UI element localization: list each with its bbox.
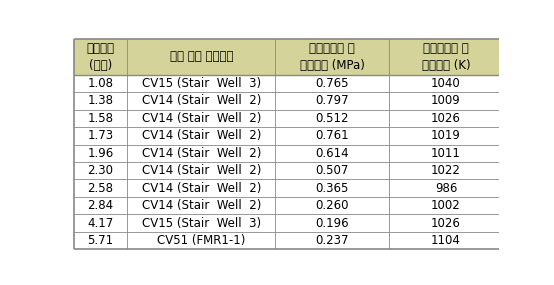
Text: 2.84: 2.84 — [88, 199, 114, 212]
Text: CV15 (Stair  Well  3): CV15 (Stair Well 3) — [142, 217, 261, 230]
Bar — [74, 127, 127, 144]
Bar — [275, 232, 389, 249]
Bar — [275, 127, 389, 144]
Text: 0.765: 0.765 — [315, 77, 349, 90]
Bar — [275, 110, 389, 127]
Bar — [389, 92, 503, 110]
Text: 1019: 1019 — [431, 129, 461, 142]
Text: 1104: 1104 — [431, 234, 461, 247]
Text: 0.196: 0.196 — [315, 217, 349, 230]
Text: CV14 (Stair  Well  2): CV14 (Stair Well 2) — [142, 164, 261, 177]
Bar — [127, 92, 275, 110]
Text: 0.237: 0.237 — [315, 234, 349, 247]
Text: 5.71: 5.71 — [88, 234, 114, 247]
Bar — [389, 197, 503, 214]
Text: 0.761: 0.761 — [315, 129, 349, 142]
Text: 0.614: 0.614 — [315, 147, 349, 160]
Bar — [389, 127, 503, 144]
Bar — [127, 144, 275, 162]
Bar — [127, 232, 275, 249]
Bar — [275, 214, 389, 232]
Bar — [74, 180, 127, 197]
Text: 1022: 1022 — [431, 164, 461, 177]
Bar — [389, 38, 503, 75]
Text: CV14 (Stair  Well  2): CV14 (Stair Well 2) — [142, 112, 261, 125]
Text: 최초 연소 발생위치: 최초 연소 발생위치 — [170, 50, 233, 63]
Bar — [127, 197, 275, 214]
Text: 986: 986 — [435, 182, 457, 195]
Text: 1.58: 1.58 — [88, 112, 114, 125]
Text: CV14 (Stair  Well  2): CV14 (Stair Well 2) — [142, 199, 261, 212]
Text: 1009: 1009 — [431, 94, 461, 107]
Bar — [389, 75, 503, 92]
Bar — [275, 180, 389, 197]
Text: CV15 (Stair  Well  3): CV15 (Stair Well 3) — [142, 77, 261, 90]
Text: 1040: 1040 — [431, 77, 461, 90]
Text: CV14 (Stair  Well  2): CV14 (Stair Well 2) — [142, 129, 261, 142]
Bar — [389, 110, 503, 127]
Text: 2.58: 2.58 — [88, 182, 114, 195]
Bar — [127, 127, 275, 144]
Text: 0.797: 0.797 — [315, 94, 349, 107]
Bar — [389, 232, 503, 249]
Bar — [389, 144, 503, 162]
Text: 연소시기
(시간): 연소시기 (시간) — [86, 42, 114, 72]
Bar — [389, 214, 503, 232]
Bar — [127, 162, 275, 180]
Text: 0.512: 0.512 — [315, 112, 349, 125]
Text: 원자로건물 내
최대압력 (MPa): 원자로건물 내 최대압력 (MPa) — [300, 42, 365, 72]
Text: 1011: 1011 — [431, 147, 461, 160]
Bar — [127, 214, 275, 232]
Text: 1002: 1002 — [431, 199, 461, 212]
Bar — [74, 75, 127, 92]
Text: 1.73: 1.73 — [88, 129, 114, 142]
Bar — [275, 162, 389, 180]
Bar — [74, 38, 127, 75]
Bar — [74, 232, 127, 249]
Bar — [74, 162, 127, 180]
Bar — [275, 144, 389, 162]
Text: 0.260: 0.260 — [315, 199, 349, 212]
Text: 1026: 1026 — [431, 112, 461, 125]
Text: 1.08: 1.08 — [88, 77, 114, 90]
Text: 원자로건물 내
최고온도 (K): 원자로건물 내 최고온도 (K) — [422, 42, 470, 72]
Bar — [275, 197, 389, 214]
Bar — [74, 144, 127, 162]
Bar — [275, 38, 389, 75]
Text: 1026: 1026 — [431, 217, 461, 230]
Text: CV14 (Stair  Well  2): CV14 (Stair Well 2) — [142, 94, 261, 107]
Text: 4.17: 4.17 — [87, 217, 114, 230]
Text: 0.365: 0.365 — [316, 182, 349, 195]
Text: 1.96: 1.96 — [87, 147, 114, 160]
Text: CV14 (Stair  Well  2): CV14 (Stair Well 2) — [142, 147, 261, 160]
Bar — [74, 92, 127, 110]
Text: CV51 (FMR1-1): CV51 (FMR1-1) — [157, 234, 245, 247]
Text: 2.30: 2.30 — [88, 164, 114, 177]
Bar — [74, 197, 127, 214]
Text: CV14 (Stair  Well  2): CV14 (Stair Well 2) — [142, 182, 261, 195]
Bar — [127, 38, 275, 75]
Bar — [74, 214, 127, 232]
Bar — [127, 75, 275, 92]
Bar — [74, 110, 127, 127]
Bar — [389, 162, 503, 180]
Text: 0.507: 0.507 — [316, 164, 349, 177]
Bar — [275, 75, 389, 92]
Bar — [389, 180, 503, 197]
Bar — [275, 92, 389, 110]
Bar — [127, 180, 275, 197]
Text: 1.38: 1.38 — [88, 94, 114, 107]
Bar — [127, 110, 275, 127]
